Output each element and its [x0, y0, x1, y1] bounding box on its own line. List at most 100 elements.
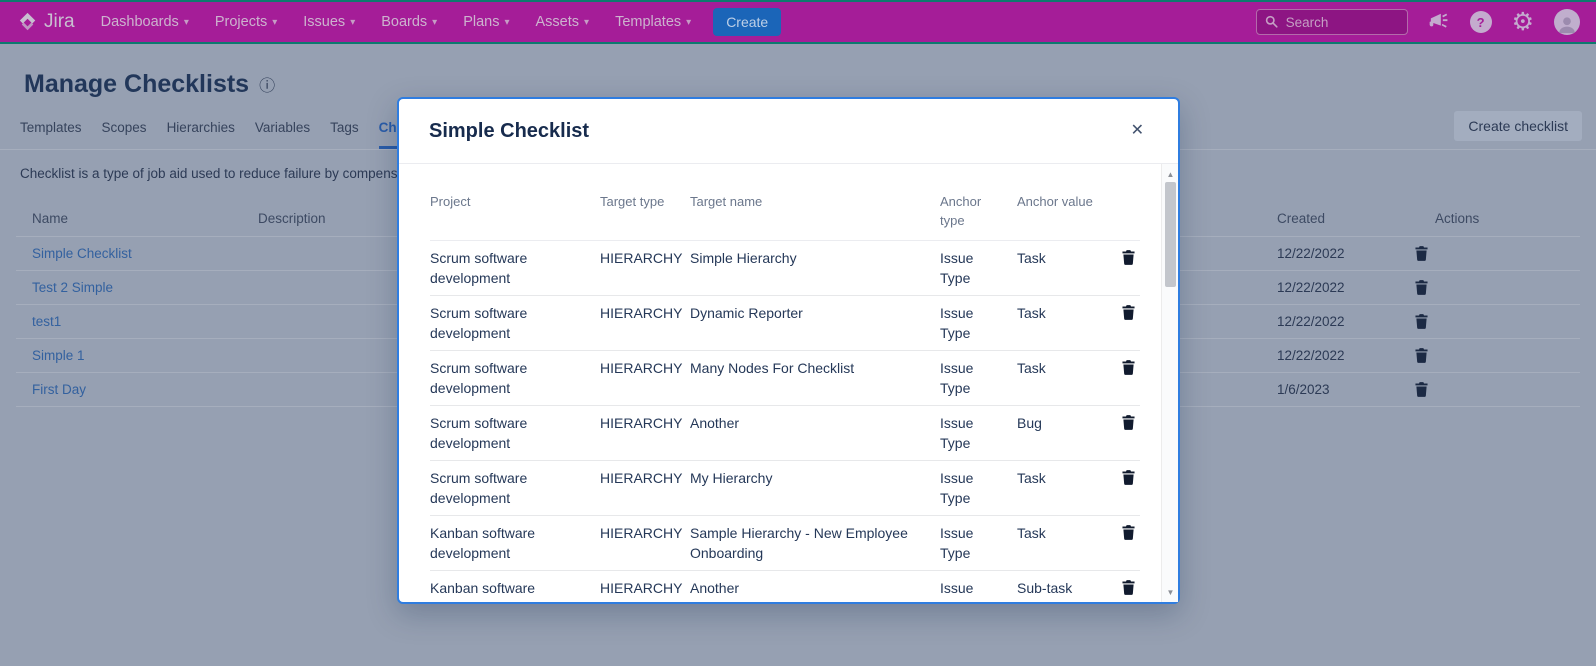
- search-input[interactable]: [1255, 9, 1408, 35]
- checklist-name-cell: Simple Checklist: [16, 246, 258, 261]
- modal-scrollbar[interactable]: ▲ ▼: [1161, 164, 1178, 602]
- trash-icon: [1122, 470, 1135, 485]
- trash-icon: [1122, 525, 1135, 540]
- close-icon[interactable]: ✕: [1127, 119, 1148, 143]
- info-icon[interactable]: ⓘ: [259, 78, 276, 95]
- trash-icon: [1415, 382, 1428, 397]
- trash-icon: [1415, 246, 1428, 261]
- chevron-down-icon: ▾: [183, 16, 189, 28]
- anchor-value-cell: Task: [1017, 305, 1046, 321]
- row-actions-cell: [1122, 358, 1142, 375]
- delete-target-button[interactable]: [1122, 305, 1135, 320]
- nav-menu-item[interactable]: Plans ▾: [463, 14, 510, 30]
- scrollbar-up-arrow-icon[interactable]: ▲: [1166, 169, 1175, 179]
- jira-logo[interactable]: Jira: [16, 11, 75, 33]
- checklist-name-cell: First Day: [16, 382, 258, 397]
- chevron-down-icon: ▾: [584, 16, 590, 28]
- create-issue-button[interactable]: Create: [713, 8, 782, 36]
- announcement-icon[interactable]: [1428, 11, 1450, 33]
- checklist-name-cell: test1: [16, 314, 258, 329]
- scrollbar-thumb[interactable]: [1165, 182, 1176, 287]
- nav-menu-item[interactable]: Issues ▾: [303, 14, 356, 30]
- create-checklist-button[interactable]: Create checklist: [1454, 111, 1582, 141]
- table-row: Scrum software development HIERARCHY My …: [430, 461, 1140, 516]
- row-actions-cell: [1122, 248, 1142, 265]
- column-header-anchor-value: Anchor value: [1017, 194, 1093, 209]
- simple-checklist-modal: Simple Checklist ✕ Project Target type T…: [397, 97, 1180, 604]
- anchor-type-cell: Issue Type: [940, 250, 974, 286]
- delete-target-button[interactable]: [1122, 415, 1135, 430]
- nav-menu-item[interactable]: Boards ▾: [381, 14, 438, 30]
- tab[interactable]: Scopes: [101, 120, 147, 135]
- row-actions-cell: [1122, 303, 1142, 320]
- nav-menu-item[interactable]: Templates ▾: [615, 14, 692, 30]
- anchor-value-cell: Task: [1017, 360, 1046, 376]
- checklist-name-link[interactable]: Test 2 Simple: [32, 280, 114, 295]
- project-cell: Scrum software development: [430, 305, 528, 341]
- scrollbar-down-arrow-icon[interactable]: ▼: [1166, 587, 1175, 597]
- person-icon: [1559, 17, 1575, 34]
- target-type-cell: HIERARCHY: [600, 250, 683, 266]
- user-avatar[interactable]: [1554, 9, 1580, 35]
- target-name-cell: My Hierarchy: [690, 470, 773, 486]
- delete-target-button[interactable]: [1122, 525, 1135, 540]
- nav-menu-item[interactable]: Assets ▾: [535, 14, 590, 30]
- search-icon: [1265, 15, 1278, 28]
- target-type-cell: HIERARCHY: [600, 580, 683, 596]
- delete-checklist-button[interactable]: [1415, 280, 1433, 295]
- nav-menu-item[interactable]: Projects ▾: [214, 14, 278, 30]
- trash-icon: [1415, 280, 1428, 295]
- checklist-name-link[interactable]: Simple Checklist: [32, 246, 132, 261]
- row-actions-cell: [1122, 578, 1142, 595]
- chevron-down-icon: ▾: [350, 16, 356, 28]
- checklist-actions-cell: [1415, 246, 1580, 261]
- column-header-description: Description: [258, 211, 326, 226]
- column-header-name: Name: [32, 211, 69, 226]
- anchor-type-cell: Issue Type: [940, 470, 974, 506]
- delete-checklist-button[interactable]: [1415, 246, 1433, 261]
- delete-target-button[interactable]: [1122, 470, 1135, 485]
- page-description: Checklist is a type of job aid used to r…: [20, 166, 427, 181]
- delete-checklist-button[interactable]: [1415, 314, 1433, 329]
- table-row: Kanban software development HIERARCHY Sa…: [430, 516, 1140, 571]
- table-row: Scrum software development HIERARCHY Man…: [430, 351, 1140, 406]
- tab[interactable]: Templates: [20, 120, 82, 135]
- checklist-actions-cell: [1415, 314, 1580, 329]
- modal-body: Project Target type Target name Anchor t…: [399, 164, 1178, 602]
- delete-checklist-button[interactable]: [1415, 348, 1433, 363]
- checklist-name-link[interactable]: First Day: [32, 382, 86, 397]
- tab[interactable]: Variables: [254, 120, 311, 135]
- delete-checklist-button[interactable]: [1415, 382, 1433, 397]
- target-type-cell: HIERARCHY: [600, 305, 683, 321]
- chevron-down-icon: ▾: [686, 16, 692, 28]
- nav-menu: Dashboards ▾ Projects ▾ Issues ▾ Boards ▾ Pl…: [101, 14, 692, 30]
- delete-target-button[interactable]: [1122, 250, 1135, 265]
- anchor-type-cell: Issue Type: [940, 415, 974, 451]
- anchor-value-cell: Bug: [1017, 415, 1042, 431]
- delete-target-button[interactable]: [1122, 580, 1135, 595]
- settings-gear-icon[interactable]: ⚙: [1511, 8, 1534, 36]
- delete-target-button[interactable]: [1122, 360, 1135, 375]
- table-row: Scrum software development HIERARCHY Ano…: [430, 406, 1140, 461]
- checklist-created-cell: 1/6/2023: [1277, 382, 1330, 397]
- tab[interactable]: Hierarchies: [166, 120, 235, 135]
- checklist-name-link[interactable]: test1: [32, 314, 62, 329]
- column-header-anchor-type: Anchor type: [940, 194, 982, 228]
- row-actions-cell: [1122, 413, 1142, 430]
- anchor-type-cell: Issue Type: [940, 360, 974, 396]
- project-cell: Scrum software development: [430, 250, 528, 286]
- anchor-type-cell: Issue Type: [940, 580, 974, 602]
- anchor-value-cell: Task: [1017, 250, 1046, 266]
- checklist-name-cell: Test 2 Simple: [16, 280, 258, 295]
- target-type-cell: HIERARCHY: [600, 470, 683, 486]
- modal-header: Simple Checklist ✕: [399, 99, 1178, 164]
- checklist-actions-cell: [1415, 348, 1580, 363]
- project-cell: Scrum software development: [430, 360, 528, 396]
- tab[interactable]: Tags: [330, 120, 359, 135]
- anchor-value-cell: Task: [1017, 470, 1046, 486]
- help-icon[interactable]: ?: [1469, 11, 1492, 33]
- target-name-cell: Many Nodes For Checklist: [690, 360, 855, 376]
- table-row: Scrum software development HIERARCHY Sim…: [430, 241, 1140, 296]
- checklist-name-link[interactable]: Simple 1: [32, 348, 85, 363]
- nav-menu-item[interactable]: Dashboards ▾: [100, 14, 189, 30]
